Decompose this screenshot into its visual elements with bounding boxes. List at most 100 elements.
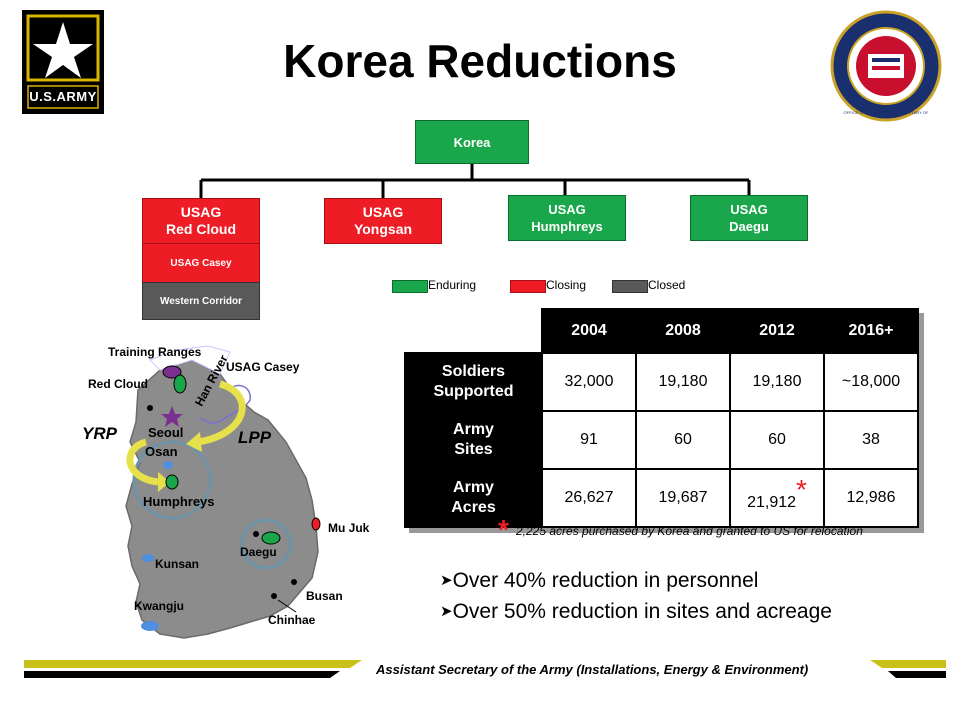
table-cell: 26,627 (541, 468, 637, 528)
org-root-label: Korea (453, 134, 491, 150)
org-node-line1: USAG (362, 204, 404, 220)
table-row-header: Soldiers Supported (404, 352, 543, 412)
seal-text: OFFICE OF THE ASSISTANT SECRETARY OF THE… (843, 110, 929, 116)
org-node-western-corridor: Western Corridor (142, 282, 260, 320)
legend-swatch-closing (510, 280, 546, 293)
seal-icon (830, 10, 942, 122)
bullet-text: Over 50% reduction in sites and acreage (452, 600, 832, 623)
bullet-item: ➤Over 50% reduction in sites and acreage (440, 597, 832, 628)
table-cell: 21,912* (729, 468, 825, 528)
org-node-daegu: USAG Daegu (690, 195, 808, 241)
table-cell: 19,687 (635, 468, 731, 528)
row-header-line1: Army (453, 421, 494, 438)
kwangju-marker (141, 621, 159, 631)
table-header-year: 2016+ (823, 308, 919, 354)
bullet-list: ➤Over 40% reduction in personnel ➤Over 5… (440, 566, 832, 628)
org-node-line2: Red Cloud (166, 221, 236, 237)
yrp-arrow (126, 438, 159, 486)
table-header-year: 2012 (729, 308, 825, 354)
seoul-star-icon (161, 406, 183, 427)
table-cell: 19,180 (729, 352, 825, 412)
legend-swatch-closed (612, 280, 648, 293)
org-node-line1: USAG (730, 202, 768, 217)
lpp-arrow (197, 380, 246, 446)
legend-label-enduring: Enduring (428, 278, 477, 292)
table-cell: ~18,000 (823, 352, 919, 412)
row-header-line2: Supported (433, 383, 514, 400)
asa-seal: OFFICE OF THE ASSISTANT SECRETARY OF THE… (830, 10, 942, 122)
table-corner-cell (405, 309, 542, 353)
org-node-casey-label: USAG Casey (170, 257, 232, 269)
map-label-lpp: LPP (238, 428, 272, 447)
org-node-yongsan: USAG Yongsan (324, 198, 442, 244)
org-node-casey: USAG Casey (142, 243, 260, 283)
table-row-header: Army Sites (404, 410, 543, 470)
daegu-marker (261, 531, 281, 545)
arrow-bullet-icon: ➤ (440, 603, 453, 620)
mu-juk-marker (311, 517, 321, 531)
org-node-line2: Daegu (729, 219, 769, 234)
legend-label-closed: Closed (648, 278, 686, 292)
table-cell: 60 (729, 410, 825, 470)
org-node-line2: Humphreys (531, 219, 603, 234)
table-cell: 19,180 (635, 352, 731, 412)
humphreys-circle (132, 440, 212, 520)
han-river-line (199, 384, 251, 424)
map-label-training-ranges: Training Ranges (108, 345, 202, 359)
map-label-usag-casey: USAG Casey (226, 360, 300, 374)
map-label-osan: Osan (145, 444, 178, 459)
table-cell: 60 (635, 410, 731, 470)
map-label-kunsan: Kunsan (155, 557, 200, 571)
org-node-line1: USAG (180, 204, 222, 220)
reductions-table: 2004 2008 2012 2016+ Soldiers Supported … (404, 308, 919, 528)
map-label-mu-juk: Mu Juk (328, 521, 370, 535)
org-node-red-cloud: USAG Red Cloud (142, 198, 260, 244)
org-node-line2: Yongsan (353, 221, 413, 237)
kunsan-marker (142, 554, 154, 562)
map-label-yrp: YRP (82, 424, 117, 443)
org-node-humphreys: USAG Humphreys (508, 195, 626, 241)
table-cell-value: 21,912 (747, 494, 797, 511)
map-label-daegu: Daegu (240, 545, 277, 559)
table-header-year: 2004 (541, 308, 637, 354)
footer-bar (24, 660, 946, 678)
table-header-row: 2004 2008 2012 2016+ (405, 308, 919, 354)
org-connectors (199, 163, 751, 198)
row-header-line2: Acres (451, 499, 496, 516)
army-star-icon (26, 14, 100, 109)
org-node-corridor-label: Western Corridor (159, 295, 243, 307)
map-label-busan: Busan (306, 589, 343, 603)
footnote-text: 2,225 acres purchased by Korea and grant… (516, 524, 863, 538)
page-title: Korea Reductions (283, 35, 677, 87)
table-asterisk: * (796, 474, 807, 505)
bullet-text: Over 40% reduction in personnel (452, 569, 759, 592)
table-cell: 91 (541, 410, 637, 470)
table-cell: 38 (823, 410, 919, 470)
org-node-line1: USAG (548, 202, 586, 217)
korea-map (125, 345, 321, 639)
map-label-chinhae: Chinhae (268, 613, 316, 627)
map-label-kwangju: Kwangju (134, 599, 184, 613)
table-row-header: Army Acres (404, 468, 543, 528)
legend-swatch-enduring (392, 280, 428, 293)
army-logo-text: U.S.ARMY (29, 89, 97, 104)
map-label-seoul: Seoul (148, 425, 184, 440)
org-root-korea: Korea (415, 120, 529, 164)
humphreys-marker (165, 474, 179, 490)
daegu-circle (240, 518, 292, 570)
table-cell: 12,986 (823, 468, 919, 528)
bullet-item: ➤Over 40% reduction in personnel (440, 566, 832, 597)
map-label-red-cloud: Red Cloud (88, 377, 148, 391)
arrow-bullet-icon: ➤ (440, 572, 453, 589)
table-row: Soldiers Supported 32,000 19,180 19,180 … (404, 352, 919, 412)
us-army-logo: U.S.ARMY (22, 10, 104, 114)
map-label-humphreys: Humphreys (143, 494, 215, 509)
footnote-mark: * (498, 514, 509, 545)
table-row: Army Acres 26,627 19,687 21,912* 12,986 (404, 468, 919, 528)
row-header-line2: Sites (454, 441, 493, 458)
footer-text: Assistant Secretary of the Army (Install… (376, 662, 809, 677)
training-ranges-marker (162, 365, 182, 379)
row-header-line1: Soldiers (441, 363, 506, 380)
table-cell: 32,000 (541, 352, 637, 412)
casey-marker (173, 374, 187, 394)
